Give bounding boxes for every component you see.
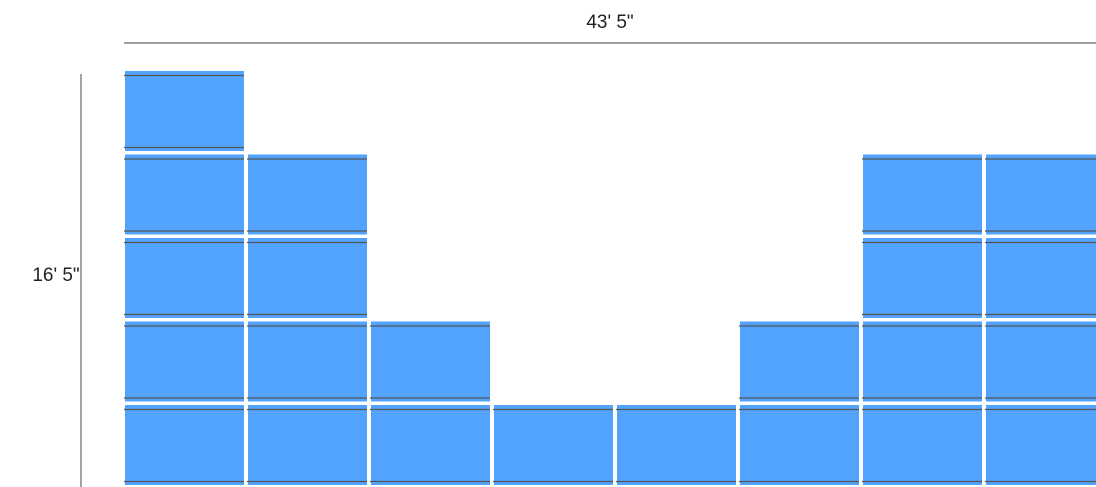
solar-panel <box>125 238 244 318</box>
solar-panel <box>248 238 367 318</box>
solar-panel <box>863 321 982 402</box>
solar-panel <box>125 71 244 151</box>
solar-panel <box>617 405 736 485</box>
solar-panel <box>986 321 1096 402</box>
height-dimension: 16' 5" <box>32 74 82 487</box>
solar-panel <box>494 405 613 485</box>
solar-panel <box>863 405 982 485</box>
solar-panel <box>863 238 982 318</box>
solar-panel <box>371 405 490 485</box>
solar-panel <box>740 405 859 485</box>
solar-panel <box>986 154 1096 235</box>
solar-panel <box>125 154 244 235</box>
height-dimension-label: 16' 5" <box>32 265 79 286</box>
solar-panel <box>371 321 490 402</box>
solar-panel <box>125 405 244 485</box>
panel-grid <box>124 71 1096 485</box>
solar-panel <box>986 238 1096 318</box>
width-dimension-label: 43' 5" <box>586 12 633 33</box>
solar-panel <box>740 321 859 402</box>
solar-panel <box>125 321 244 402</box>
solar-panel <box>863 154 982 235</box>
solar-panel <box>248 321 367 402</box>
solar-panel <box>248 154 367 235</box>
solar-panel <box>248 405 367 485</box>
width-dimension: 43' 5" <box>124 12 1096 44</box>
solar-panel <box>986 405 1096 485</box>
